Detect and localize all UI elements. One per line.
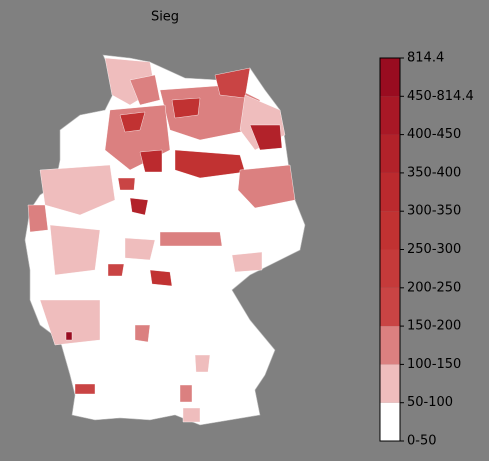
colorbar-segment <box>380 402 400 441</box>
region <box>182 407 201 423</box>
region <box>179 384 193 403</box>
colorbar-label: 450-814.4 <box>407 89 474 104</box>
region <box>74 383 96 395</box>
region <box>129 74 161 106</box>
colorbar-label: 814.4 <box>407 51 444 66</box>
region <box>159 231 223 247</box>
region <box>171 97 201 119</box>
region <box>27 204 49 233</box>
region <box>149 269 173 287</box>
region <box>139 149 163 173</box>
colorbar-label: 300-350 <box>407 204 461 219</box>
colorbar-segment <box>380 364 400 403</box>
region <box>194 354 211 373</box>
germany-map <box>24 54 306 426</box>
region <box>134 324 151 343</box>
colorbar-label: 0-50 <box>407 434 437 449</box>
colorbar-segment <box>380 211 400 250</box>
region <box>107 263 125 277</box>
region <box>39 164 116 216</box>
colorbar-label: 250-300 <box>407 242 461 257</box>
region <box>119 111 146 133</box>
colorbar-segment <box>380 326 400 365</box>
colorbar-label: 150-200 <box>407 319 461 334</box>
colorbar: 0-50 50-100 100-150 150-200 200-250 250-300 30… <box>379 51 474 449</box>
colorbar-segment <box>380 96 400 135</box>
region <box>231 251 263 273</box>
map-title: Sieg <box>151 10 179 25</box>
colorbar-segment <box>380 249 400 288</box>
colorbar-label: 350-400 <box>407 165 461 180</box>
colorbar-label: 400-450 <box>407 127 461 142</box>
region <box>117 177 136 191</box>
region <box>237 164 296 209</box>
region <box>65 331 73 341</box>
region <box>129 197 149 216</box>
colorbar-label: 200-250 <box>407 280 461 295</box>
colorbar-label: 50-100 <box>407 395 453 410</box>
regions <box>27 57 296 423</box>
colorbar-label: 100-150 <box>407 357 461 372</box>
region <box>39 299 101 346</box>
colorbar-segment <box>380 58 400 97</box>
region <box>174 149 246 179</box>
region <box>249 124 283 151</box>
region <box>49 224 101 276</box>
colorbar-segment <box>380 287 400 327</box>
colorbar-segment <box>380 134 400 173</box>
colorbar-segment <box>380 172 400 212</box>
region <box>124 237 156 261</box>
